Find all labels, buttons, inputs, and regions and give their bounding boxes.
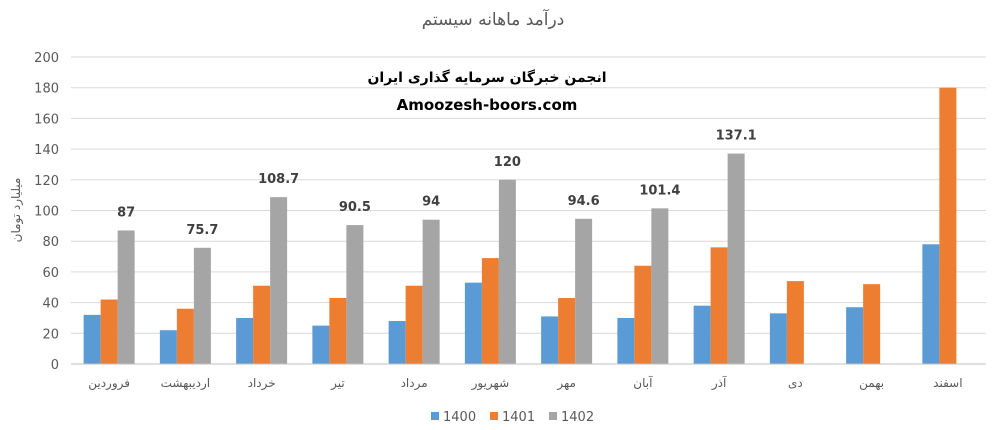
y-tick-label: 60 bbox=[42, 266, 59, 281]
data-label: 108.7 bbox=[258, 172, 299, 187]
bar-1400-4 bbox=[312, 325, 330, 364]
bar-1401-7 bbox=[558, 297, 576, 364]
bar-1400-2 bbox=[159, 330, 177, 364]
x-category-label: فروردین bbox=[88, 376, 130, 391]
x-category-label: مرداد bbox=[401, 376, 428, 391]
bar-1401-9 bbox=[710, 247, 728, 364]
data-labels: 87 75.7 108.7 90.5 94 120 94.6 101.4 137.1 bbox=[117, 129, 757, 238]
y-tick-label: 100 bbox=[34, 205, 59, 220]
bar-1402-2 bbox=[193, 247, 211, 364]
x-axis-categories: فروردین اردیبهشت خرداد تیر مرداد شهریور مهر آبا… bbox=[88, 375, 962, 391]
x-category-label: اسفند bbox=[933, 376, 962, 390]
y-tick-label: 40 bbox=[42, 297, 59, 312]
bar-1400-11 bbox=[846, 307, 864, 364]
bar-1400-7 bbox=[541, 316, 559, 364]
bar-1401-4 bbox=[329, 297, 347, 364]
bar-1401-1 bbox=[100, 299, 118, 364]
bar-1402-1 bbox=[117, 230, 135, 364]
data-label: 75.7 bbox=[186, 223, 218, 238]
y-tick-label: 120 bbox=[34, 174, 59, 189]
y-tick-label: 140 bbox=[34, 143, 59, 158]
bar-1401-3 bbox=[253, 285, 271, 364]
legend-swatch-1401 bbox=[490, 412, 498, 420]
x-category-label: آذر bbox=[711, 375, 727, 391]
legend-label: 1402 bbox=[561, 410, 594, 425]
data-label: 90.5 bbox=[339, 200, 371, 215]
legend-swatch-1400 bbox=[431, 412, 439, 420]
bar-1400-9 bbox=[693, 305, 711, 364]
data-label: 120 bbox=[494, 155, 521, 170]
x-category-label: شهریور bbox=[471, 376, 510, 391]
chart-title: درآمد ماهانه سیستم bbox=[422, 8, 565, 30]
bar-1402-6 bbox=[498, 179, 516, 364]
bar-1402-8 bbox=[651, 208, 669, 364]
gridlines bbox=[71, 56, 986, 334]
bar-1401-2 bbox=[176, 308, 194, 364]
y-tick-label: 80 bbox=[42, 235, 59, 250]
bar-1401-10 bbox=[786, 281, 804, 364]
legend: 1400 1401 1402 bbox=[431, 410, 594, 425]
legend-label: 1400 bbox=[443, 410, 476, 425]
bar-1401-6 bbox=[481, 258, 499, 364]
x-category-label: اردیبهشت bbox=[161, 376, 210, 391]
y-axis-title: میلیارد تومان bbox=[9, 178, 24, 243]
bar-1400-12 bbox=[922, 244, 940, 364]
legend-swatch-1402 bbox=[549, 412, 557, 420]
bar-1400-6 bbox=[464, 282, 482, 364]
x-category-label: تیر bbox=[330, 376, 345, 391]
x-category-label: دی bbox=[788, 376, 803, 390]
y-tick-label: 200 bbox=[34, 51, 59, 66]
x-category-label: خرداد bbox=[248, 376, 276, 391]
x-category-label: مهر bbox=[556, 376, 576, 391]
bar-1400-5 bbox=[388, 321, 406, 364]
bar-1401-5 bbox=[405, 285, 423, 364]
bar-1400-1 bbox=[83, 314, 101, 364]
y-tick-label: 0 bbox=[51, 358, 59, 373]
bar-1402-5 bbox=[422, 219, 440, 364]
data-label: 94.6 bbox=[568, 194, 600, 209]
data-label: 137.1 bbox=[716, 129, 757, 144]
bar-1400-10 bbox=[769, 313, 787, 364]
data-label: 101.4 bbox=[639, 183, 680, 198]
y-tick-label: 20 bbox=[42, 327, 59, 342]
bars bbox=[83, 87, 957, 364]
bar-1401-8 bbox=[634, 265, 652, 364]
watermark-title: انجمن خبرگان سرمایه گذاری ایران bbox=[367, 69, 606, 86]
legend-label: 1401 bbox=[502, 410, 535, 425]
bar-1400-3 bbox=[236, 317, 254, 364]
data-label: 87 bbox=[117, 205, 135, 220]
bar-1402-7 bbox=[575, 218, 593, 364]
y-tick-label: 160 bbox=[34, 112, 59, 127]
bar-1402-4 bbox=[346, 225, 364, 364]
x-category-label: آبان bbox=[633, 375, 653, 390]
y-tick-label: 180 bbox=[34, 82, 59, 97]
data-label: 94 bbox=[422, 195, 440, 210]
bar-1400-8 bbox=[617, 317, 635, 364]
bar-1401-11 bbox=[863, 284, 881, 364]
x-category-label: بهمن bbox=[859, 376, 884, 391]
y-axis-ticks: 0 20 40 60 80 100 120 140 160 180 200 bbox=[34, 51, 59, 373]
bar-1402-9 bbox=[727, 153, 745, 364]
bar-1402-3 bbox=[270, 197, 288, 364]
bar-1401-12 bbox=[939, 87, 957, 364]
watermark-url: Amoozesh-boors.com bbox=[397, 96, 578, 114]
